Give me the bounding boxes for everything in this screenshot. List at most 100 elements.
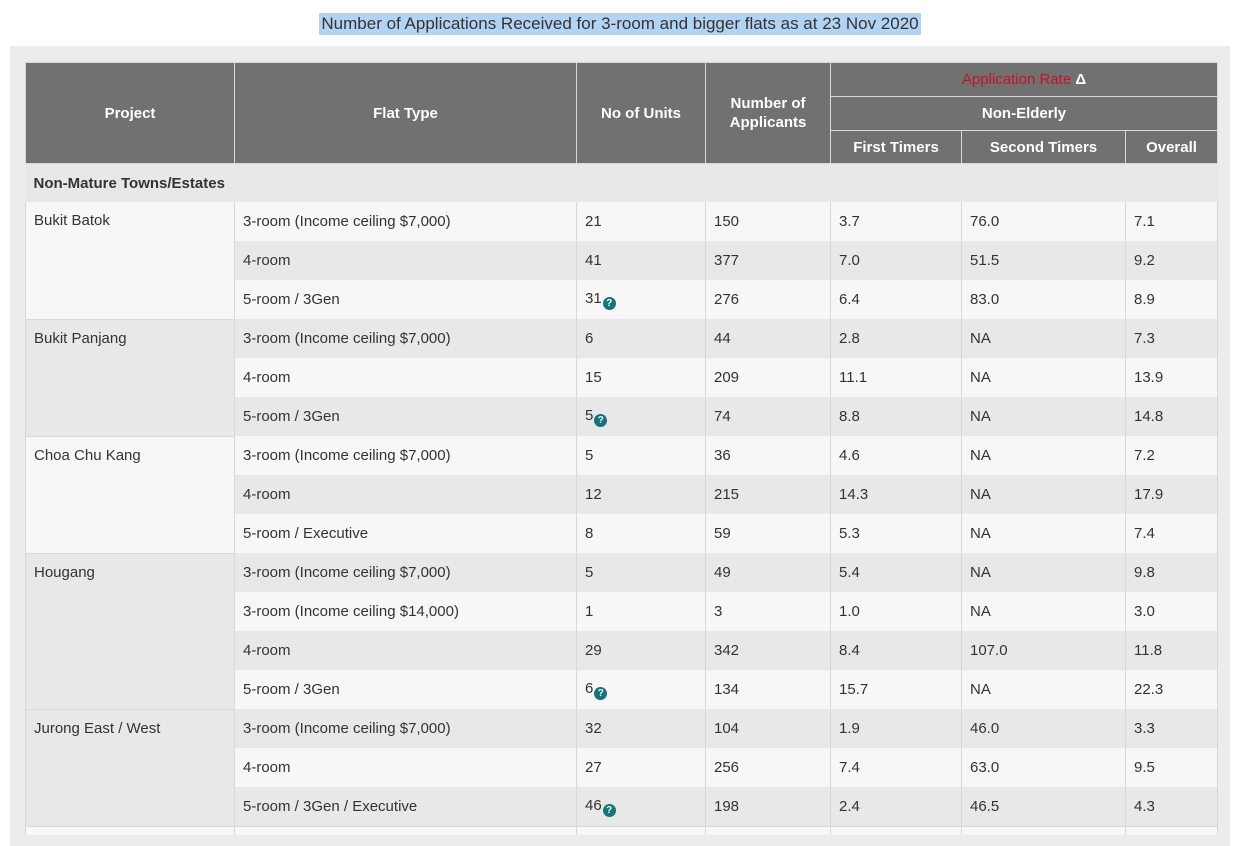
- help-icon[interactable]: ?: [594, 413, 608, 427]
- second-timers-cell: NA: [961, 514, 1126, 553]
- title-bar: Number of Applications Received for 3-ro…: [0, 0, 1240, 46]
- table-row: Bukit Batok 3-room (Income ceiling $7,000…: [25, 202, 1219, 320]
- empty-cell: [705, 826, 831, 835]
- overall-cell: 11.8: [1124, 631, 1219, 670]
- overall-cell: 9.5: [1124, 748, 1219, 787]
- help-icon[interactable]: ?: [594, 686, 608, 700]
- applicants-cell: 150: [705, 202, 831, 241]
- overall-cell: 13.9: [1124, 358, 1219, 397]
- applicants-cell: 342: [705, 631, 831, 670]
- units-cell: 21: [576, 202, 706, 241]
- overall-cell: 7.2: [1124, 436, 1219, 475]
- flat-type-cell: 3-room (Income ceiling $7,000): [234, 436, 577, 475]
- table-row-partial: [25, 826, 1219, 835]
- flat-type-cell: 5-room / Executive: [234, 514, 577, 553]
- units-cell: 5: [576, 553, 706, 592]
- project-name: Bukit Panjang: [25, 319, 235, 437]
- flat-type-cell: 3-room (Income ceiling $7,000): [234, 319, 577, 358]
- second-timers-cell: 83.0: [961, 280, 1126, 319]
- header-applicants-line2: Applicants: [729, 114, 807, 131]
- table-row: Jurong East / West 3-room (Income ceiling…: [25, 709, 1219, 827]
- table-row: Bukit Panjang 3-room (Income ceiling $7,0…: [25, 319, 1219, 437]
- flat-type-cell: 4-room: [234, 358, 577, 397]
- flat-type-cell: 4-room: [234, 631, 577, 670]
- units-cell: 41: [576, 241, 706, 280]
- units-cell: 31?: [576, 280, 706, 319]
- table-row: 5-room / 3Gen 6? 134 15.7 NA 22.3: [26, 670, 1219, 709]
- table-row: 4-room 29 342 8.4 107.0 11.8: [26, 631, 1219, 670]
- units-cell: 5?: [576, 397, 706, 436]
- applicants-cell: 209: [705, 358, 831, 397]
- table-row: 5-room / 3Gen 5? 74 8.8 NA 14.8: [26, 397, 1219, 436]
- second-timers-cell: 107.0: [961, 631, 1126, 670]
- second-timers-cell: NA: [961, 358, 1126, 397]
- units-cell: 5: [576, 436, 706, 475]
- units-cell: 12: [576, 475, 706, 514]
- header-application-rate[interactable]: Application Rate Δ: [829, 62, 1219, 97]
- applicants-cell: 215: [705, 475, 831, 514]
- units-value: 31: [585, 289, 602, 307]
- help-icon[interactable]: ?: [602, 296, 616, 310]
- first-timers-cell: 1.9: [830, 709, 962, 748]
- overall-cell: 14.8: [1124, 397, 1219, 436]
- applicants-cell: 134: [705, 670, 831, 709]
- first-timers-cell: 7.0: [830, 241, 962, 280]
- applicants-cell: 74: [705, 397, 831, 436]
- second-timers-cell: 46.5: [961, 787, 1126, 827]
- overall-cell: 4.3: [1124, 787, 1219, 827]
- second-timers-cell: NA: [961, 397, 1126, 436]
- second-timers-cell: NA: [961, 475, 1126, 514]
- table-row: Hougang 3-room (Income ceiling $7,000) 5 49…: [25, 553, 1219, 710]
- help-icon[interactable]: ?: [602, 803, 616, 817]
- units-cell: 8: [576, 514, 706, 553]
- first-timers-cell: 5.3: [830, 514, 962, 553]
- units-cell: 15: [576, 358, 706, 397]
- first-timers-cell: 2.8: [830, 319, 962, 358]
- section-label: Non-Mature Towns/Estates: [25, 163, 1218, 202]
- flat-type-cell: 5-room / 3Gen: [234, 280, 577, 319]
- flat-type-cell: 3-room (Income ceiling $7,000): [234, 553, 577, 592]
- table-row: 4-room 12 215 14.3 NA 17.9: [26, 475, 1219, 514]
- first-timers-cell: 15.7: [830, 670, 962, 709]
- units-value: 6: [585, 679, 594, 697]
- applicants-cell: 3: [705, 592, 831, 631]
- table-row: 4-room 27 256 7.4 63.0 9.5: [26, 748, 1219, 787]
- header-first-timers: First Timers: [830, 130, 962, 164]
- header-no-of-units: No of Units: [576, 62, 706, 164]
- header-second-timers: Second Timers: [961, 130, 1126, 164]
- delta-icon: Δ: [1075, 71, 1087, 88]
- empty-cell: [830, 826, 962, 835]
- applicants-cell: 49: [705, 553, 831, 592]
- units-cell: 32: [576, 709, 706, 748]
- overall-cell: 9.2: [1124, 241, 1219, 280]
- project-name: Choa Chu Kang: [25, 436, 235, 554]
- units-value: 46: [585, 796, 602, 814]
- empty-cell: [234, 826, 577, 835]
- applicants-cell: 377: [705, 241, 831, 280]
- project-name: Jurong East / West: [25, 709, 235, 827]
- units-cell: 46?: [576, 787, 706, 827]
- header-project: Project: [25, 62, 235, 164]
- overall-cell: 17.9: [1124, 475, 1219, 514]
- table-row: 4-room 41 377 7.0 51.5 9.2: [26, 241, 1219, 280]
- applicants-cell: 276: [705, 280, 831, 319]
- first-timers-cell: 14.3: [830, 475, 962, 514]
- table-row: 3-room (Income ceiling $14,000) 1 3 1.0 NA 3.…: [26, 592, 1219, 631]
- units-cell: 1: [576, 592, 706, 631]
- table-body: Non-Mature Towns/Estates Bukit Batok 3-ro…: [25, 163, 1219, 835]
- flat-type-cell: 4-room: [234, 475, 577, 514]
- second-timers-cell: NA: [961, 670, 1126, 709]
- application-rate-link[interactable]: Application Rate: [961, 71, 1072, 88]
- applications-table: Project Flat Type No of Units Number of …: [25, 62, 1219, 835]
- flat-type-cell: 3-room (Income ceiling $7,000): [234, 709, 577, 748]
- units-cell: 29: [576, 631, 706, 670]
- overall-cell: 8.9: [1124, 280, 1219, 319]
- table-row: Choa Chu Kang 3-room (Income ceiling $7,0…: [25, 436, 1219, 554]
- table-row: 5-room / 3Gen / Executive 46? 198 2.4 46.5 4.…: [26, 787, 1219, 827]
- applicants-cell: 256: [705, 748, 831, 787]
- second-timers-cell: 63.0: [961, 748, 1126, 787]
- units-cell: 6: [576, 319, 706, 358]
- empty-cell: [576, 826, 706, 835]
- applicants-cell: 104: [705, 709, 831, 748]
- header-non-elderly: Non-Elderly: [829, 96, 1219, 131]
